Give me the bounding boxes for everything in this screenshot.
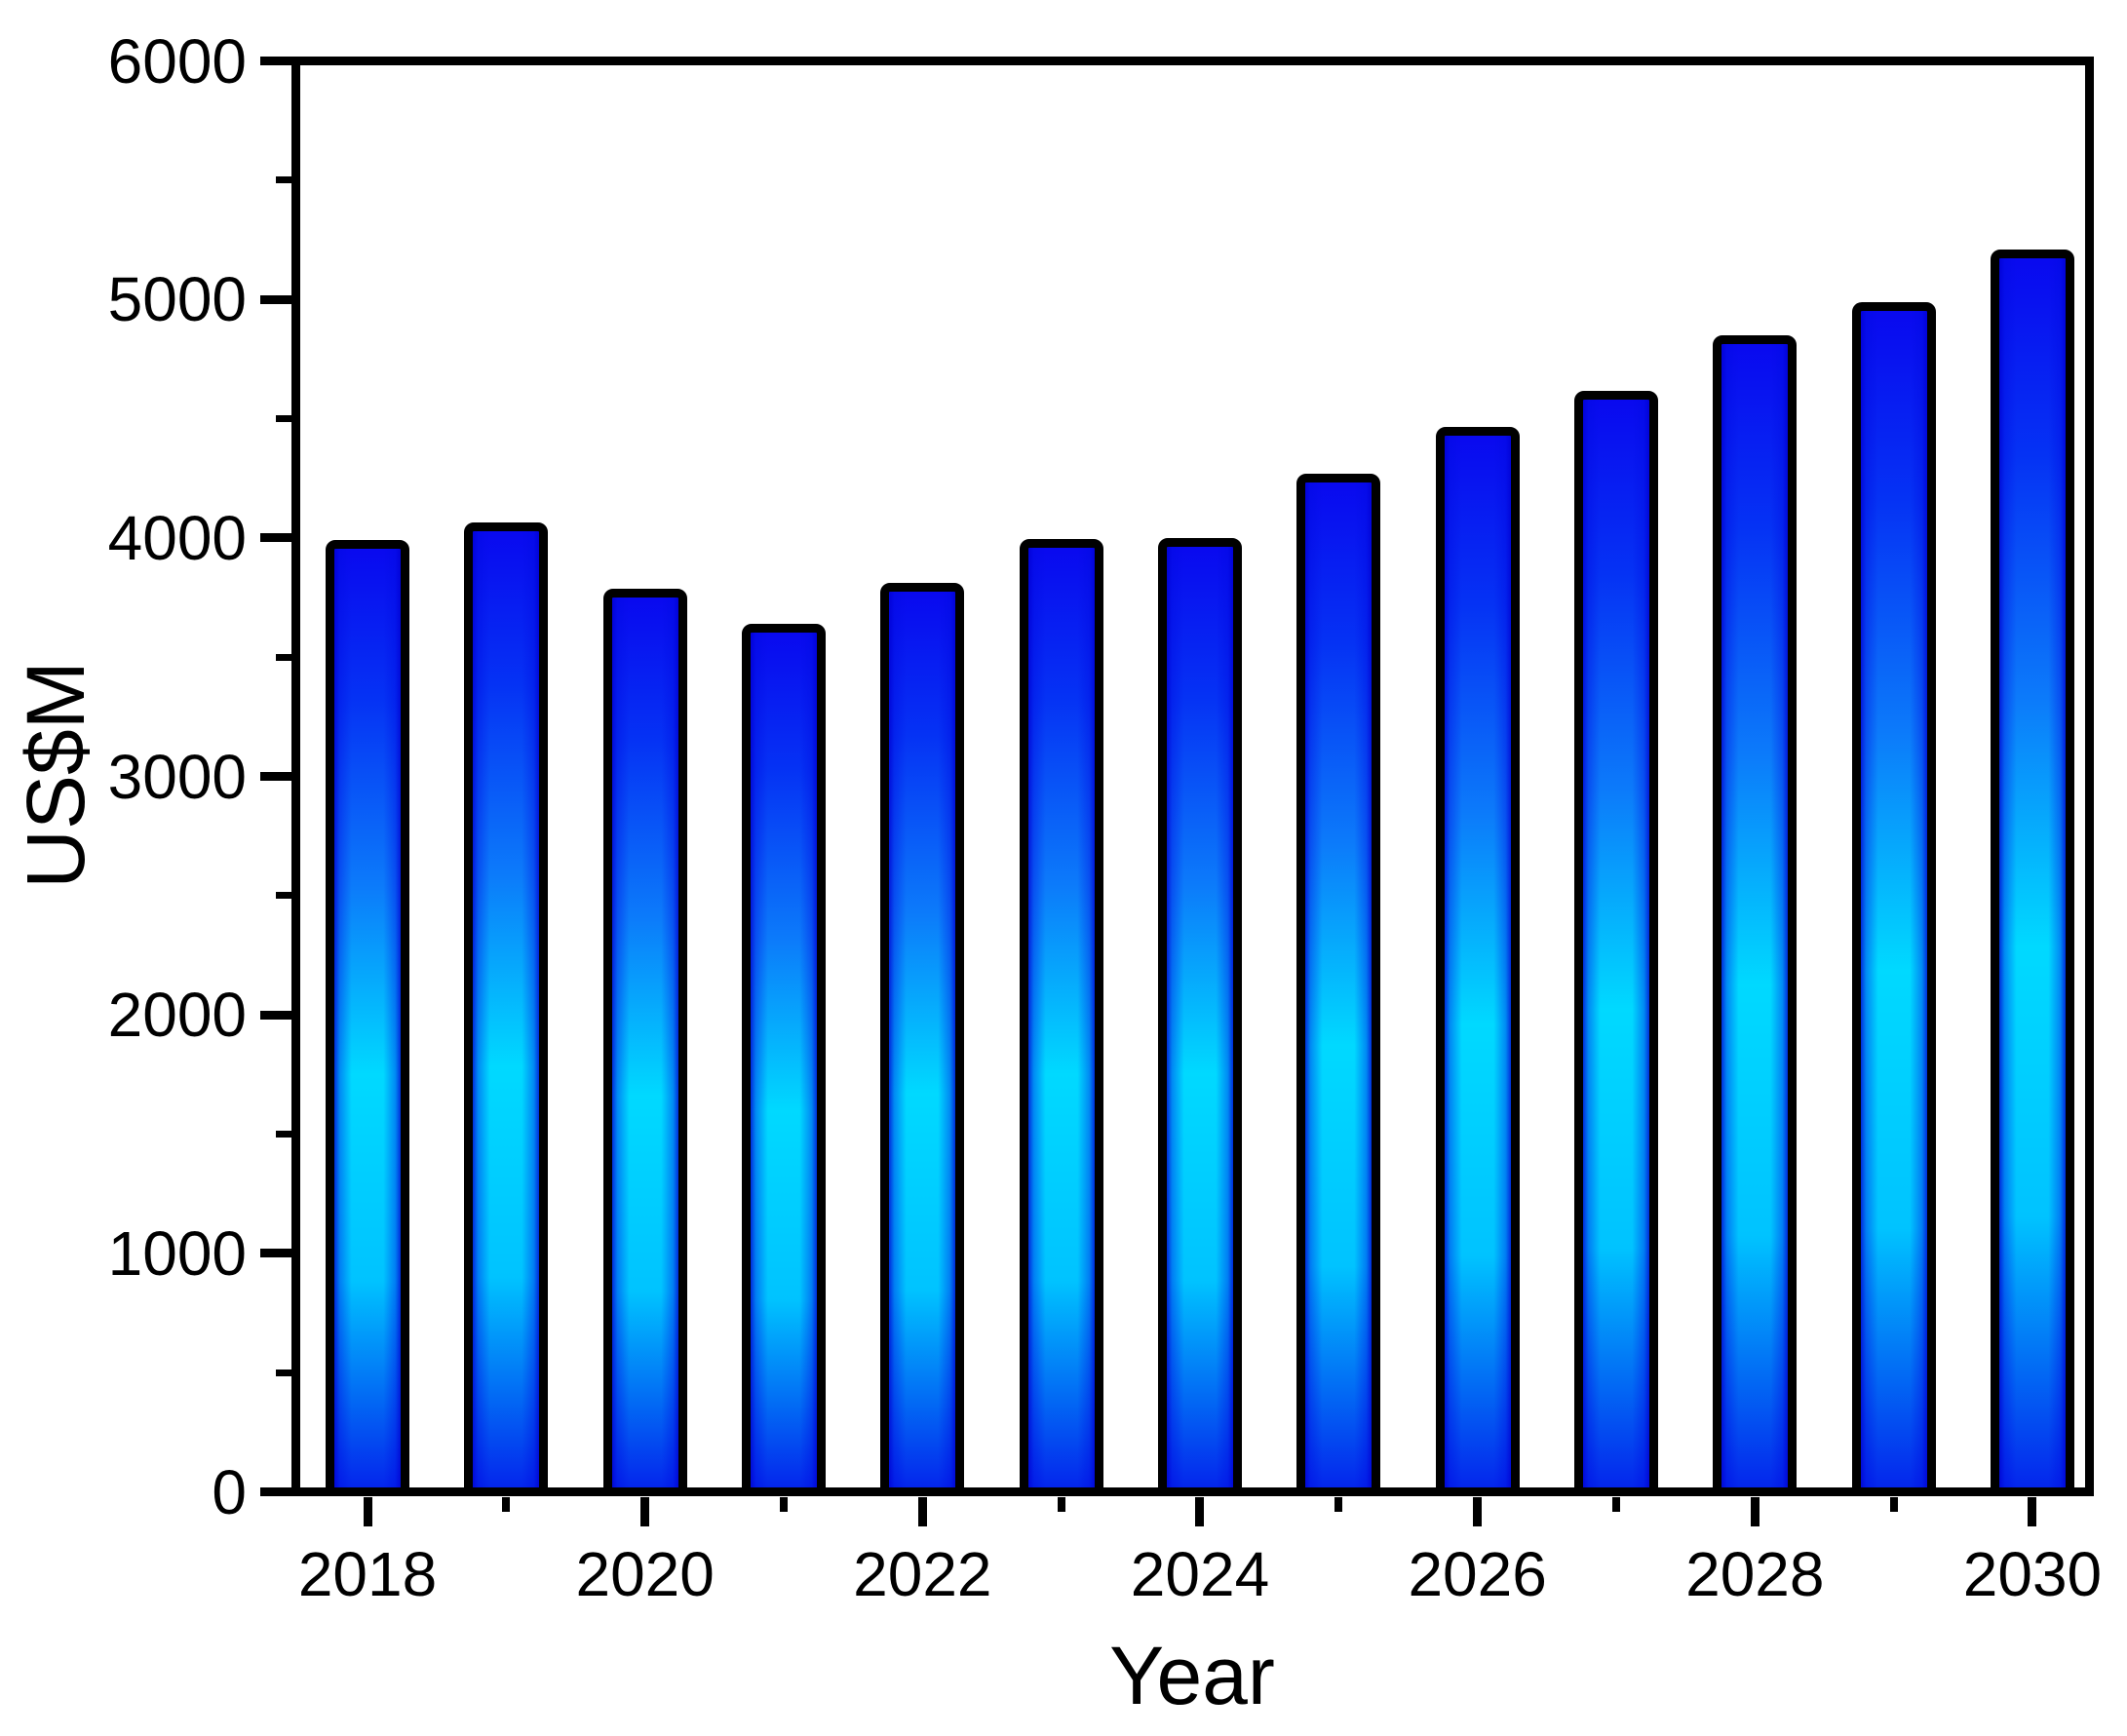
bar-2030 xyxy=(1990,250,2074,1496)
x-tick-label-2022: 2022 xyxy=(853,1539,992,1609)
bar-2024 xyxy=(1157,538,1242,1496)
bar-2026 xyxy=(1435,427,1520,1496)
bar-2023 xyxy=(1019,539,1103,1496)
x-minor-tick-2021 xyxy=(779,1497,788,1512)
plot-area xyxy=(291,57,2094,1496)
x-major-tick-2028 xyxy=(1750,1497,1760,1526)
x-minor-tick-2025 xyxy=(1334,1497,1343,1512)
x-major-tick-2024 xyxy=(1195,1497,1205,1526)
bar-2028 xyxy=(1713,335,1798,1496)
y-minor-tick-1500 xyxy=(276,1131,295,1138)
y-tick-label-2000: 2000 xyxy=(107,980,247,1051)
x-tick-label-2018: 2018 xyxy=(297,1539,438,1609)
bar-2021 xyxy=(741,624,826,1496)
y-minor-tick-5500 xyxy=(276,176,295,184)
y-major-tick-3000 xyxy=(260,772,295,781)
bar-2027 xyxy=(1573,391,1658,1496)
y-tick-label-0: 0 xyxy=(212,1456,247,1527)
bar-2019 xyxy=(464,522,549,1496)
x-tick-label-2030: 2030 xyxy=(1962,1539,2103,1609)
y-minor-tick-4500 xyxy=(276,415,295,422)
x-minor-tick-2029 xyxy=(1889,1497,1898,1512)
y-tick-label-1000: 1000 xyxy=(107,1217,247,1289)
y-major-tick-4000 xyxy=(260,533,295,543)
y-major-tick-5000 xyxy=(260,294,295,304)
bar-2022 xyxy=(880,583,965,1496)
y-major-tick-2000 xyxy=(260,1010,295,1020)
x-tick-label-2028: 2028 xyxy=(1685,1539,1825,1609)
x-major-tick-2030 xyxy=(2028,1497,2037,1526)
x-major-tick-2026 xyxy=(1473,1497,1483,1526)
x-major-tick-2022 xyxy=(917,1497,927,1526)
y-minor-tick-3500 xyxy=(276,653,295,661)
x-tick-label-2020: 2020 xyxy=(575,1539,715,1609)
bar-2029 xyxy=(1851,302,1936,1496)
y-tick-label-6000: 6000 xyxy=(107,25,247,96)
x-axis-title: Year xyxy=(1109,1630,1275,1721)
x-tick-label-2024: 2024 xyxy=(1130,1539,1270,1609)
x-major-tick-2020 xyxy=(640,1497,650,1526)
x-tick-label-2026: 2026 xyxy=(1408,1539,1547,1609)
bar-2018 xyxy=(326,540,409,1496)
y-major-tick-6000 xyxy=(260,57,295,65)
bar-2020 xyxy=(602,589,687,1496)
y-tick-label-4000: 4000 xyxy=(107,502,247,573)
x-major-tick-2018 xyxy=(363,1497,372,1526)
y-minor-tick-500 xyxy=(276,1369,295,1376)
y-minor-tick-2500 xyxy=(276,892,295,900)
y-tick-label-3000: 3000 xyxy=(107,741,247,812)
x-minor-tick-2019 xyxy=(502,1497,511,1512)
x-minor-tick-2027 xyxy=(1611,1497,1620,1512)
y-tick-label-5000: 5000 xyxy=(107,264,247,335)
y-major-tick-0 xyxy=(260,1487,295,1496)
y-major-tick-1000 xyxy=(260,1249,295,1258)
bar-2025 xyxy=(1296,474,1381,1496)
x-minor-tick-2023 xyxy=(1057,1497,1065,1512)
